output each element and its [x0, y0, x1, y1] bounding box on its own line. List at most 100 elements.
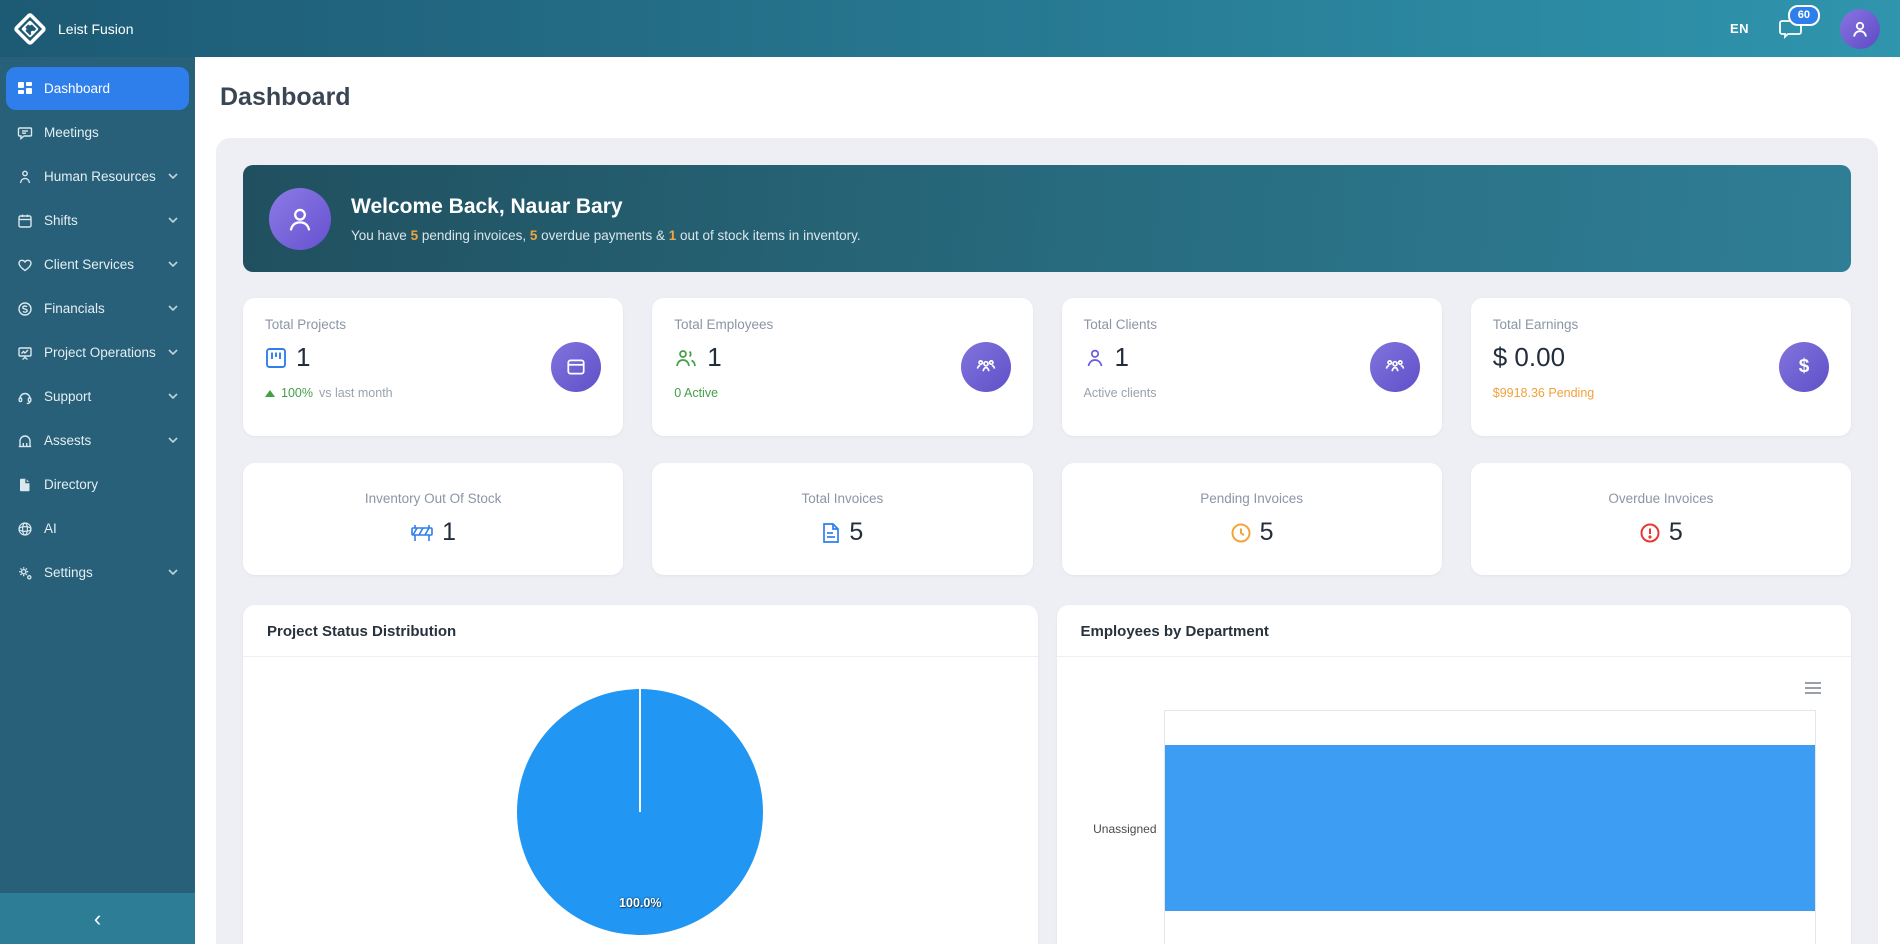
brand[interactable]: Leist Fusion — [12, 11, 133, 47]
brand-name: Leist Fusion — [58, 20, 134, 37]
sidebar-item-ai[interactable]: AI — [6, 507, 189, 550]
stat-card-total-projects: Total Projects 1 100% vs las — [243, 298, 624, 436]
sidebar-item-dashboard[interactable]: Dashboard — [6, 67, 189, 110]
sidebar-item-label: Human Resources — [44, 169, 156, 184]
brand-logo-icon — [12, 11, 48, 47]
mini-card-overdue-invoices: Overdue Invoices 5 — [1470, 463, 1851, 575]
stat-value: 1 — [1114, 342, 1129, 372]
sidebar-item-directory[interactable]: Directory — [6, 463, 189, 506]
stat-sub: $9918.36 Pending — [1492, 386, 1595, 400]
trend-up-icon — [265, 389, 275, 397]
stat-title: Total Earnings — [1492, 317, 1579, 332]
stat-title: Total Employees — [674, 317, 774, 332]
chevron-down-icon — [168, 217, 178, 224]
page-title: Dashboard — [220, 83, 351, 111]
stat-value: 1 — [707, 342, 722, 372]
sidebar-item-settings[interactable]: Settings — [6, 551, 189, 594]
stat-value: 1 — [296, 342, 311, 372]
main-content: Dashboard Welcome Back, Nauar Bary You h… — [195, 57, 1900, 944]
mini-card-pending-invoices: Pending Invoices 5 — [1061, 463, 1442, 575]
sidebar-item-label: Dashboard — [44, 81, 111, 96]
chevron-down-icon — [168, 173, 178, 180]
welcome-banner: Welcome Back, Nauar Bary You have 5 pend… — [243, 165, 1851, 272]
sidebar-item-shifts[interactable]: Shifts — [6, 199, 189, 242]
sidebar-item-label: Settings — [44, 565, 93, 580]
mini-title: Inventory Out Of Stock — [364, 491, 502, 506]
person-icon — [1848, 17, 1872, 41]
bar-chart-plot — [1163, 710, 1816, 944]
chart-menu-icon[interactable] — [1805, 682, 1821, 694]
support-icon — [17, 389, 33, 405]
notifications-button[interactable]: 60 — [1777, 5, 1820, 41]
mini-title: Overdue Invoices — [1608, 491, 1714, 506]
sidebar: Dashboard Meetings Human Resources — [0, 57, 195, 944]
chevron-down-icon — [168, 569, 178, 576]
chevron-down-icon — [168, 305, 178, 312]
stat-sub: Active clients — [1083, 386, 1157, 400]
sidebar-item-financials[interactable]: Financials — [6, 287, 189, 330]
welcome-title: Welcome Back, Nauar Bary — [351, 194, 623, 218]
mini-title: Pending Invoices — [1200, 491, 1304, 506]
chevron-left-icon: ‹ — [93, 905, 102, 931]
stat-title: Total Clients — [1083, 317, 1158, 332]
chevron-down-icon — [168, 393, 178, 400]
sidebar-item-label: Meetings — [44, 125, 99, 140]
barrier-icon — [410, 522, 434, 544]
sidebar-item-client-services[interactable]: Client Services — [6, 243, 189, 286]
assets-icon — [17, 433, 33, 449]
stats-row: Total Projects 1 100% vs las — [243, 298, 1851, 436]
charts-row: Project Status Distribution 100.0% Emplo… — [243, 605, 1851, 944]
sidebar-item-label: Assests — [44, 433, 92, 448]
mini-title: Total Invoices — [801, 491, 884, 506]
chevron-down-icon — [168, 349, 178, 356]
pie-slice-divider — [639, 689, 642, 812]
shifts-icon — [17, 213, 33, 229]
stat-trend-suffix: vs last month — [318, 386, 393, 400]
sidebar-item-human-resources[interactable]: Human Resources — [6, 155, 189, 198]
stat-title: Total Projects — [265, 317, 347, 332]
sidebar-collapse-button[interactable]: ‹ — [0, 893, 195, 944]
sidebar-item-project-operations[interactable]: Project Operations — [6, 331, 189, 374]
dashboard-icon — [17, 81, 33, 97]
pie-slice-label: 100.0% — [619, 896, 662, 910]
stat-card-total-earnings: Total Earnings $ 0.00 $9918.36 Pending $ — [1470, 298, 1851, 436]
calendar-circle-icon — [551, 342, 602, 392]
panel-employees-by-department: Employees by Department Unassigned — [1056, 605, 1851, 944]
alert-icon — [1639, 522, 1661, 544]
sidebar-item-label: Directory — [44, 477, 99, 492]
ai-icon — [17, 521, 33, 537]
mini-value: 5 — [849, 518, 864, 546]
chart-title: Employees by Department — [1056, 605, 1851, 657]
stat-value: $ 0.00 — [1492, 342, 1566, 372]
sidebar-item-assests[interactable]: Assests — [6, 419, 189, 462]
settings-icon — [17, 565, 33, 581]
banner-avatar — [269, 187, 331, 250]
meetings-icon — [17, 125, 33, 141]
mini-value: 1 — [442, 518, 457, 546]
stat-card-total-clients: Total Clients 1 Active clients — [1061, 298, 1442, 436]
bar-category-label: Unassigned — [1093, 822, 1157, 836]
welcome-message: You have 5 pending invoices, 5 overdue p… — [351, 227, 861, 243]
sidebar-item-meetings[interactable]: Meetings — [6, 111, 189, 154]
panel-project-status-distribution: Project Status Distribution 100.0% — [243, 605, 1038, 944]
project-operations-icon — [17, 345, 33, 361]
mini-value: 5 — [1668, 518, 1683, 546]
dashboard-container: Welcome Back, Nauar Bary You have 5 pend… — [216, 138, 1878, 944]
sidebar-item-support[interactable]: Support — [6, 375, 189, 418]
stat-trend: 100% — [281, 386, 313, 400]
mini-card-total-invoices: Total Invoices 5 — [652, 463, 1033, 575]
mini-card-inventory-out-of-stock: Inventory Out Of Stock 1 — [243, 463, 624, 575]
stat-sub: 0 Active — [674, 386, 719, 400]
user-avatar[interactable] — [1840, 8, 1880, 49]
sidebar-item-label: Project Operations — [44, 345, 156, 360]
sidebar-item-label: Shifts — [44, 213, 78, 228]
language-selector[interactable]: EN — [1729, 21, 1749, 36]
clock-icon — [1230, 522, 1252, 544]
app-header: Leist Fusion EN 60 — [0, 0, 1900, 57]
chevron-down-icon — [168, 261, 178, 268]
chart-title: Project Status Distribution — [243, 605, 1038, 657]
mini-value: 5 — [1259, 518, 1274, 546]
bar-unassigned — [1164, 745, 1815, 911]
sidebar-item-label: Client Services — [44, 257, 135, 272]
dollar-circle-icon: $ — [1779, 342, 1829, 392]
